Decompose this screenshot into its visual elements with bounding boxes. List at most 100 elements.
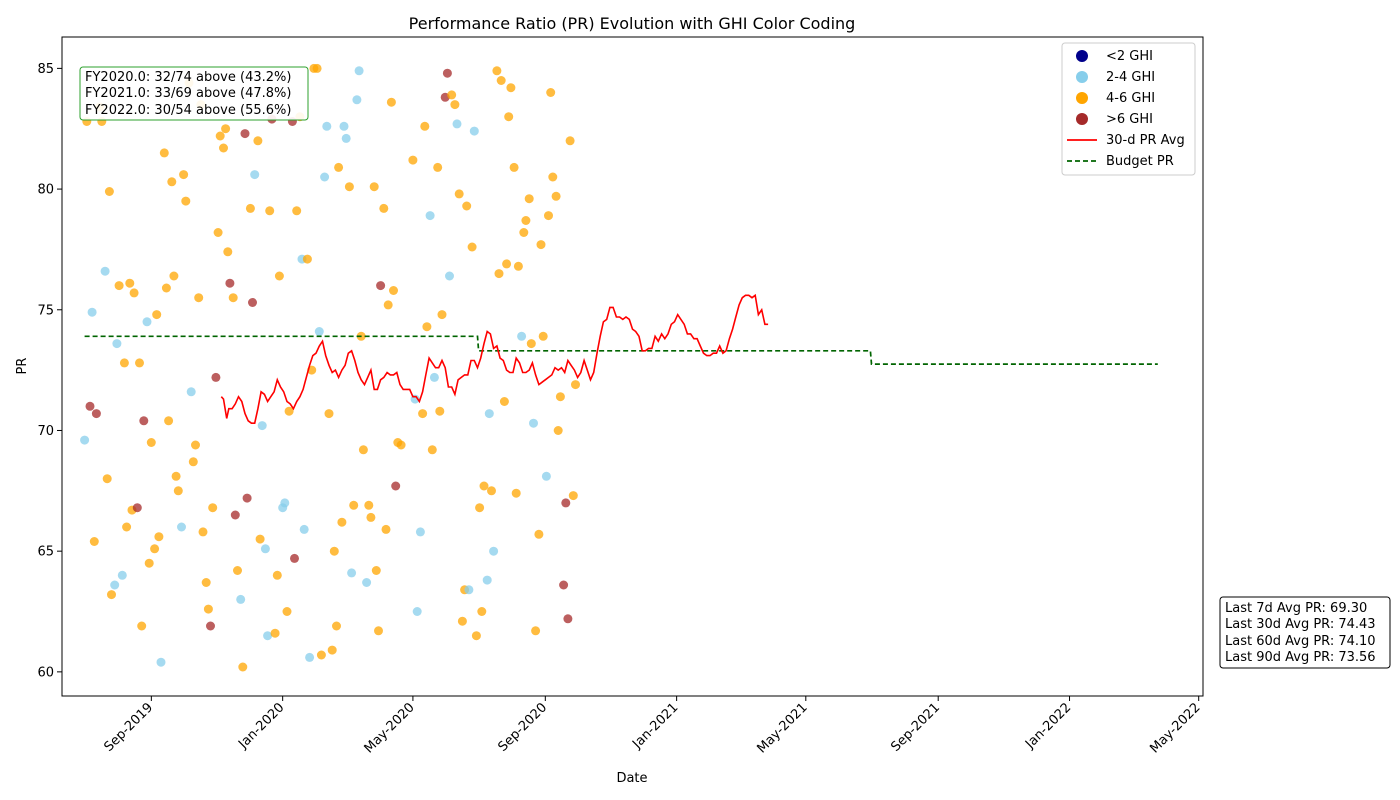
pr-point-4to6 <box>427 445 437 455</box>
pr-point-4to6 <box>324 409 334 419</box>
pr-point-2to4 <box>299 524 309 534</box>
pr-point-4to6 <box>161 283 171 293</box>
pr-point-4to6 <box>477 607 487 616</box>
recent-avg-line: Last 7d Avg PR: 69.30 <box>1225 601 1367 616</box>
pr-point-2to4 <box>425 211 435 221</box>
pr-point-gt6 <box>206 621 215 631</box>
y-tick-label: 60 <box>37 665 54 680</box>
fy-summary-box: FY2020.0: 32/74 above (43.2%) FY2021.0: … <box>79 66 309 121</box>
legend-frame <box>1061 42 1196 176</box>
pr-point-2to4 <box>469 126 479 136</box>
pr-point-gt6 <box>559 580 569 590</box>
pr-point-2to4 <box>429 372 439 382</box>
pr-point-2to4 <box>156 657 166 667</box>
pr-point-4to6 <box>253 136 263 146</box>
y-tick-label: 85 <box>37 62 54 77</box>
pr-point-2to4 <box>529 418 538 428</box>
pr-point-2to4 <box>347 568 357 578</box>
legend-label: >6 GHI <box>1106 112 1153 127</box>
legend-label: 30-d PR Avg <box>1106 133 1185 148</box>
pr-point-4to6 <box>219 143 228 153</box>
pr-point-4to6 <box>213 228 223 237</box>
budget-pr-line <box>84 335 1158 365</box>
legend-marker-4to6 <box>1076 92 1088 104</box>
pr-point-2to4 <box>100 266 110 276</box>
pr-point-4to6 <box>504 112 514 122</box>
pr-point-gt6 <box>139 416 149 426</box>
pr-point-2to4 <box>87 307 97 317</box>
avg-pr-path <box>220 293 769 424</box>
pr-point-4to6 <box>499 397 509 406</box>
pr-point-4to6 <box>191 440 200 450</box>
pr-point-gt6 <box>230 510 240 520</box>
pr-point-gt6 <box>376 281 386 291</box>
pr-point-4to6 <box>154 532 164 542</box>
y-tick-label: 65 <box>37 545 54 560</box>
pr-point-4to6 <box>422 322 432 332</box>
pr-point-4to6 <box>437 310 447 320</box>
pr-point-4to6 <box>233 566 242 575</box>
pr-point-4to6 <box>104 187 114 196</box>
pr-point-4to6 <box>344 182 354 192</box>
pr-point-4to6 <box>152 310 162 320</box>
pr-point-4to6 <box>201 578 211 587</box>
pr-point-2to4 <box>445 271 454 281</box>
pr-point-gt6 <box>561 498 571 508</box>
pr-point-4to6 <box>122 522 132 532</box>
pr-point-4to6 <box>496 76 506 85</box>
fy-summary-line: FY2022.0: 30/54 above (55.6%) <box>85 103 291 118</box>
pr-point-4to6 <box>551 191 561 201</box>
fy-summary-line: FY2021.0: 33/69 above (47.8%) <box>85 86 291 101</box>
pr-point-4to6 <box>450 100 460 110</box>
pr-point-4to6 <box>332 621 341 631</box>
pr-point-2to4 <box>322 121 332 131</box>
pr-point-4to6 <box>502 259 512 269</box>
pr-point-4to6 <box>194 293 204 303</box>
pr-point-4to6 <box>435 406 445 416</box>
pr-point-4to6 <box>327 645 337 655</box>
pr-point-4to6 <box>389 286 398 295</box>
pr-point-4to6 <box>364 500 374 510</box>
pr-point-4to6 <box>164 416 174 426</box>
pr-point-2to4 <box>464 585 474 595</box>
pr-point-4to6 <box>198 527 208 537</box>
legend-label: 4-6 GHI <box>1106 91 1155 106</box>
pr-point-4to6 <box>369 182 379 192</box>
pr-point-4to6 <box>513 261 523 271</box>
pr-point-4to6 <box>334 162 344 172</box>
pr-point-2to4 <box>110 580 120 590</box>
pr-point-4to6 <box>467 242 477 252</box>
legend-label: Budget PR <box>1106 154 1174 169</box>
pr-point-4to6 <box>462 201 472 211</box>
pr-point-4to6 <box>471 631 481 641</box>
recent-avg-line: Last 90d Avg PR: 73.56 <box>1225 650 1376 665</box>
legend-label: <2 GHI <box>1106 49 1153 64</box>
pr-point-4to6 <box>228 293 238 303</box>
pr-point-4to6 <box>245 203 255 213</box>
pr-point-4to6 <box>506 83 516 93</box>
pr-point-4to6 <box>169 271 179 281</box>
pr-point-4to6 <box>302 254 312 264</box>
pr-point-4to6 <box>386 97 396 107</box>
pr-point-4to6 <box>534 529 544 539</box>
pr-point-4to6 <box>358 445 368 455</box>
pr-point-2to4 <box>112 339 122 349</box>
legend-label: 2-4 GHI <box>1106 70 1155 85</box>
pr-point-2to4 <box>177 522 186 532</box>
pr-point-2to4 <box>339 121 349 131</box>
pr-point-4to6 <box>457 616 467 626</box>
pr-point-4to6 <box>282 607 292 616</box>
pr-point-4to6 <box>102 474 112 484</box>
pr-point-gt6 <box>85 401 95 411</box>
pr-point-2to4 <box>452 119 462 129</box>
pr-point-gt6 <box>563 614 573 624</box>
pr-point-4to6 <box>146 438 156 447</box>
pr-point-4to6 <box>371 566 381 575</box>
pr-point-gt6 <box>91 409 101 419</box>
pr-point-4to6 <box>89 537 99 546</box>
pr-point-4to6 <box>447 90 457 100</box>
pr-point-2to4 <box>117 570 127 580</box>
pr-point-4to6 <box>181 196 191 206</box>
pr-point-gt6 <box>211 372 221 382</box>
pr-point-4to6 <box>524 194 534 204</box>
